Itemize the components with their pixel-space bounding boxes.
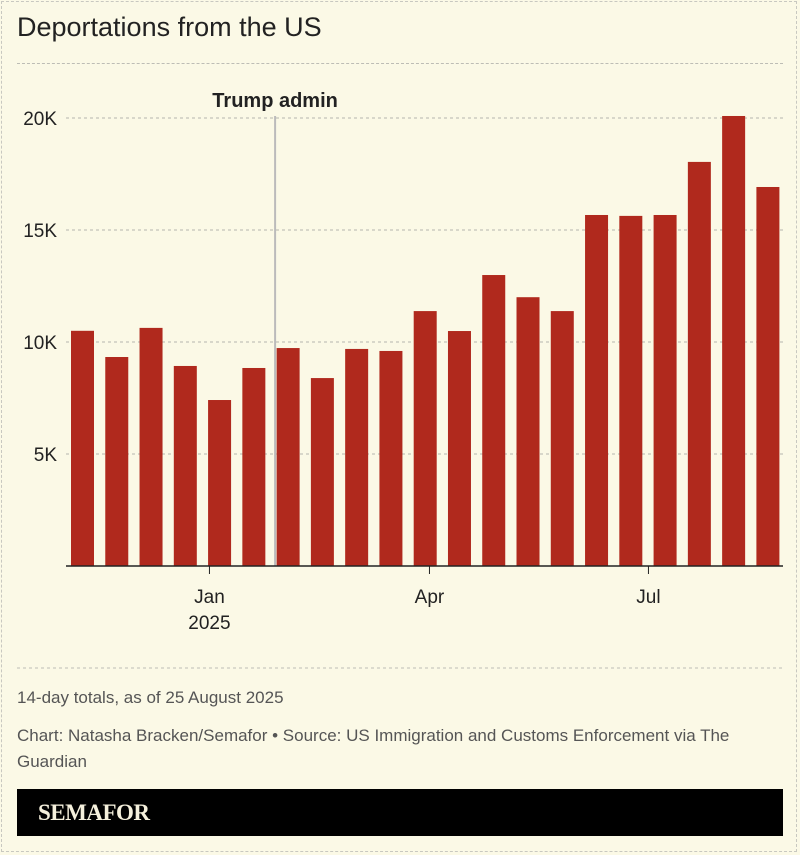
footer-bar: SEMAFOR [17, 789, 783, 836]
chart-note: 14-day totals, as of 25 August 2025 [17, 688, 284, 707]
semafor-logo: SEMAFOR [38, 800, 150, 825]
bar [619, 215, 643, 566]
bar [242, 367, 266, 566]
y-tick-label: 10K [23, 333, 57, 354]
bar [756, 186, 780, 566]
bar [345, 348, 369, 566]
bar [276, 348, 300, 566]
chart-credit: Chart: Natasha Bracken/Semafor • Source:… [17, 726, 730, 771]
bar [722, 115, 746, 566]
bar [139, 327, 163, 566]
bar [208, 400, 232, 566]
x-tick-label: Jan [194, 587, 225, 608]
chart-title: Deportations from the US [17, 12, 322, 42]
x-tick-sublabel: 2025 [188, 613, 230, 634]
bar [482, 275, 506, 566]
bar [447, 331, 471, 566]
annotation-label: Trump admin [212, 90, 338, 112]
bar [516, 297, 540, 566]
bar [379, 350, 403, 566]
bar [173, 365, 197, 566]
y-tick-label: 20K [23, 109, 57, 130]
bar [413, 311, 437, 566]
bar [550, 311, 574, 566]
bar-chart: 5K 10K 15K 20K Trump admin Jan 2025 Apr Jul [17, 90, 783, 669]
bar [105, 357, 129, 566]
bar [653, 214, 677, 566]
bar [687, 161, 711, 567]
title-divider [17, 63, 783, 64]
bar [71, 330, 94, 566]
y-tick-label: 15K [23, 221, 57, 242]
x-tick-label: Jul [636, 587, 660, 608]
bar [585, 214, 609, 566]
bar [310, 378, 334, 566]
y-tick-label: 5K [34, 445, 58, 466]
x-tick-label: Apr [415, 587, 445, 608]
